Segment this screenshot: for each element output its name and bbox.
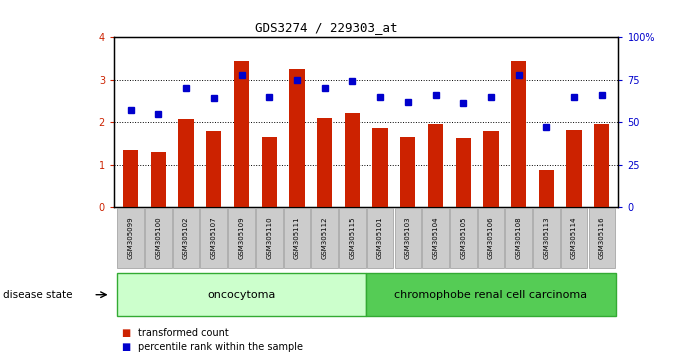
- Bar: [117, 208, 144, 268]
- Bar: [145, 208, 171, 268]
- Bar: [173, 208, 200, 268]
- Text: GSM305111: GSM305111: [294, 217, 300, 259]
- Bar: [511, 61, 527, 207]
- Text: GSM305107: GSM305107: [211, 217, 217, 259]
- Bar: [256, 208, 283, 268]
- Text: GSM305100: GSM305100: [155, 217, 162, 259]
- Bar: [539, 170, 554, 207]
- Bar: [283, 208, 310, 268]
- Bar: [567, 130, 582, 207]
- Text: disease state: disease state: [3, 290, 73, 300]
- Bar: [533, 208, 560, 268]
- Bar: [400, 137, 415, 207]
- Text: GSM305110: GSM305110: [266, 217, 272, 259]
- Bar: [594, 124, 609, 207]
- Bar: [228, 208, 255, 268]
- Bar: [428, 124, 443, 207]
- Text: GSM305099: GSM305099: [128, 217, 133, 259]
- Bar: [262, 137, 277, 207]
- Text: GSM305112: GSM305112: [321, 217, 328, 259]
- Bar: [477, 208, 504, 268]
- Bar: [395, 208, 421, 268]
- Bar: [234, 61, 249, 207]
- Bar: [345, 113, 360, 207]
- Bar: [151, 152, 166, 207]
- Bar: [206, 131, 221, 207]
- Text: chromophobe renal cell carcinoma: chromophobe renal cell carcinoma: [395, 290, 587, 300]
- Bar: [178, 119, 193, 207]
- Bar: [290, 69, 305, 207]
- Text: ■: ■: [121, 328, 130, 338]
- Bar: [422, 208, 449, 268]
- Text: GSM305109: GSM305109: [238, 217, 245, 259]
- Text: GSM305104: GSM305104: [433, 217, 439, 259]
- Text: ■: ■: [121, 342, 130, 352]
- Text: GSM305106: GSM305106: [488, 217, 494, 259]
- Text: GSM305116: GSM305116: [599, 217, 605, 259]
- Text: GSM305114: GSM305114: [571, 217, 577, 259]
- Bar: [455, 138, 471, 207]
- Bar: [450, 208, 477, 268]
- Bar: [339, 208, 366, 268]
- Bar: [200, 208, 227, 268]
- Text: GSM305103: GSM305103: [405, 217, 411, 259]
- Bar: [117, 273, 366, 316]
- Bar: [312, 208, 338, 268]
- Text: percentile rank within the sample: percentile rank within the sample: [138, 342, 303, 352]
- Bar: [123, 150, 138, 207]
- Bar: [589, 208, 615, 268]
- Bar: [367, 208, 393, 268]
- Text: GSM305108: GSM305108: [515, 217, 522, 259]
- Text: GSM305101: GSM305101: [377, 217, 383, 259]
- Bar: [366, 273, 616, 316]
- Text: GSM305113: GSM305113: [543, 217, 549, 259]
- Text: GDS3274 / 229303_at: GDS3274 / 229303_at: [255, 21, 398, 34]
- Bar: [505, 208, 532, 268]
- Text: transformed count: transformed count: [138, 328, 229, 338]
- Text: GSM305105: GSM305105: [460, 217, 466, 259]
- Text: GSM305102: GSM305102: [183, 217, 189, 259]
- Bar: [317, 118, 332, 207]
- Bar: [561, 208, 587, 268]
- Text: oncocytoma: oncocytoma: [207, 290, 276, 300]
- Bar: [483, 131, 499, 207]
- Bar: [372, 128, 388, 207]
- Text: GSM305115: GSM305115: [350, 217, 355, 259]
